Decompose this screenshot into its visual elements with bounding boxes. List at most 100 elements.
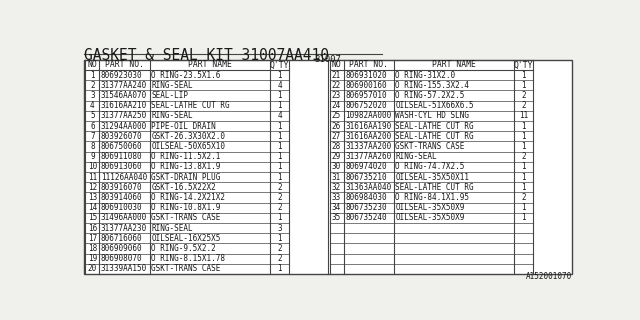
Text: 803926070: 803926070 — [101, 132, 143, 141]
Bar — [84, 60, 572, 274]
Text: PIPE-OIL DRAIN: PIPE-OIL DRAIN — [151, 122, 216, 131]
Text: 18: 18 — [88, 244, 97, 253]
Text: 806911080: 806911080 — [101, 152, 143, 161]
Text: 1: 1 — [277, 91, 282, 100]
Text: 16: 16 — [88, 224, 97, 233]
Text: 31337AA200: 31337AA200 — [345, 142, 391, 151]
Text: 1: 1 — [277, 101, 282, 110]
Text: 803914060: 803914060 — [101, 193, 143, 202]
Text: 2: 2 — [277, 183, 282, 192]
Text: 2: 2 — [522, 193, 526, 202]
Text: O RING-9.5X2.2: O RING-9.5X2.2 — [151, 244, 216, 253]
Text: 3: 3 — [277, 224, 282, 233]
Text: OILSEAL-50X65X10: OILSEAL-50X65X10 — [151, 142, 225, 151]
Text: OILSEAL-51X66X6.5: OILSEAL-51X66X6.5 — [396, 101, 474, 110]
Text: SEAL-LATHE CUT RG: SEAL-LATHE CUT RG — [396, 122, 474, 131]
Text: O RING-10.8X1.9: O RING-10.8X1.9 — [151, 203, 221, 212]
Text: 2: 2 — [90, 81, 95, 90]
Text: 1: 1 — [277, 71, 282, 80]
Text: 26: 26 — [332, 122, 341, 131]
Text: 31: 31 — [332, 172, 341, 181]
Text: 806908070: 806908070 — [101, 254, 143, 263]
Text: 1: 1 — [522, 213, 526, 222]
Text: 4: 4 — [277, 81, 282, 90]
Text: 12: 12 — [88, 183, 97, 192]
Text: 31377AA260: 31377AA260 — [345, 152, 391, 161]
Text: 1: 1 — [90, 71, 95, 80]
Text: 19: 19 — [88, 254, 97, 263]
Text: 806923030: 806923030 — [101, 71, 143, 80]
Text: 14: 14 — [88, 203, 97, 212]
Text: 806910030: 806910030 — [101, 203, 143, 212]
Text: 31616AA200: 31616AA200 — [345, 132, 391, 141]
Text: 1: 1 — [522, 142, 526, 151]
Text: 31377AA240: 31377AA240 — [101, 81, 147, 90]
Text: GSKT-DRAIN PLUG: GSKT-DRAIN PLUG — [151, 172, 221, 181]
Text: 806716060: 806716060 — [101, 234, 143, 243]
Text: O RING-23.5X1.6: O RING-23.5X1.6 — [151, 71, 221, 80]
Text: 803916070: 803916070 — [101, 183, 143, 192]
Text: O RING-14.2X21X2: O RING-14.2X21X2 — [151, 193, 225, 202]
Text: 1: 1 — [522, 81, 526, 90]
Text: 806913060: 806913060 — [101, 162, 143, 172]
Text: 22: 22 — [332, 81, 341, 90]
Text: 27: 27 — [332, 132, 341, 141]
Text: 31616AA210: 31616AA210 — [101, 101, 147, 110]
Text: O RING-8.15X1.78: O RING-8.15X1.78 — [151, 254, 225, 263]
Text: OILSEAL-16X25X5: OILSEAL-16X25X5 — [151, 234, 221, 243]
Text: 23: 23 — [332, 91, 341, 100]
Text: 1: 1 — [522, 172, 526, 181]
Text: GSKT-26.3X30X2.0: GSKT-26.3X30X2.0 — [151, 132, 225, 141]
Text: PART NAME: PART NAME — [432, 60, 476, 69]
Text: 806931020: 806931020 — [345, 71, 387, 80]
Text: 2: 2 — [277, 203, 282, 212]
Text: 806735230: 806735230 — [345, 203, 387, 212]
Text: 5: 5 — [90, 111, 95, 120]
Text: OILSEAL-35X50X11: OILSEAL-35X50X11 — [396, 172, 469, 181]
Text: 32: 32 — [332, 183, 341, 192]
Text: GSKT-TRANS CASE: GSKT-TRANS CASE — [396, 142, 465, 151]
Text: 806957010: 806957010 — [345, 91, 387, 100]
Text: 2: 2 — [522, 101, 526, 110]
Text: OILSEAL-35X50X9: OILSEAL-35X50X9 — [396, 203, 465, 212]
Text: 33: 33 — [332, 193, 341, 202]
Text: PART NAME: PART NAME — [188, 60, 232, 69]
Text: GSKT-16.5X22X2: GSKT-16.5X22X2 — [151, 183, 216, 192]
Text: 25: 25 — [332, 111, 341, 120]
Text: O RING-57.2X2.5: O RING-57.2X2.5 — [396, 91, 465, 100]
Text: PART NO.: PART NO. — [105, 60, 144, 69]
Text: PART NO.: PART NO. — [349, 60, 388, 69]
Text: GSKT-TRANS CASE: GSKT-TRANS CASE — [151, 213, 221, 222]
Text: SEAL-LATHE CUT RG: SEAL-LATHE CUT RG — [151, 101, 230, 110]
Text: 31377AA250: 31377AA250 — [101, 111, 147, 120]
Text: 10982AA000: 10982AA000 — [345, 111, 391, 120]
Text: 4: 4 — [90, 101, 95, 110]
Text: 11: 11 — [88, 172, 97, 181]
Text: Q'TY: Q'TY — [514, 60, 533, 69]
Text: 1: 1 — [522, 183, 526, 192]
Text: 20: 20 — [88, 264, 97, 273]
Text: 4: 4 — [277, 111, 282, 120]
Text: 1: 1 — [277, 213, 282, 222]
Text: 806984030: 806984030 — [345, 193, 387, 202]
Text: 6: 6 — [90, 122, 95, 131]
Text: 2: 2 — [522, 152, 526, 161]
Text: 1: 1 — [277, 132, 282, 141]
Text: 3: 3 — [90, 91, 95, 100]
Text: 15: 15 — [88, 213, 97, 222]
Text: 2: 2 — [522, 91, 526, 100]
Text: 31007: 31007 — [315, 55, 341, 64]
Text: 806900160: 806900160 — [345, 81, 387, 90]
Text: 806750060: 806750060 — [101, 142, 143, 151]
Text: 8: 8 — [90, 142, 95, 151]
Text: 1: 1 — [277, 172, 282, 181]
Text: SEAL-LATHE CUT RG: SEAL-LATHE CUT RG — [396, 183, 474, 192]
Text: RING-SEAL: RING-SEAL — [151, 224, 193, 233]
Text: 31546AA070: 31546AA070 — [101, 91, 147, 100]
Text: 1: 1 — [277, 162, 282, 172]
Text: RING-SEAL: RING-SEAL — [151, 81, 193, 90]
Text: 2: 2 — [277, 254, 282, 263]
Text: GASKET & SEAL KIT 31007AA410: GASKET & SEAL KIT 31007AA410 — [84, 48, 329, 63]
Text: 9: 9 — [90, 152, 95, 161]
Text: 806909060: 806909060 — [101, 244, 143, 253]
